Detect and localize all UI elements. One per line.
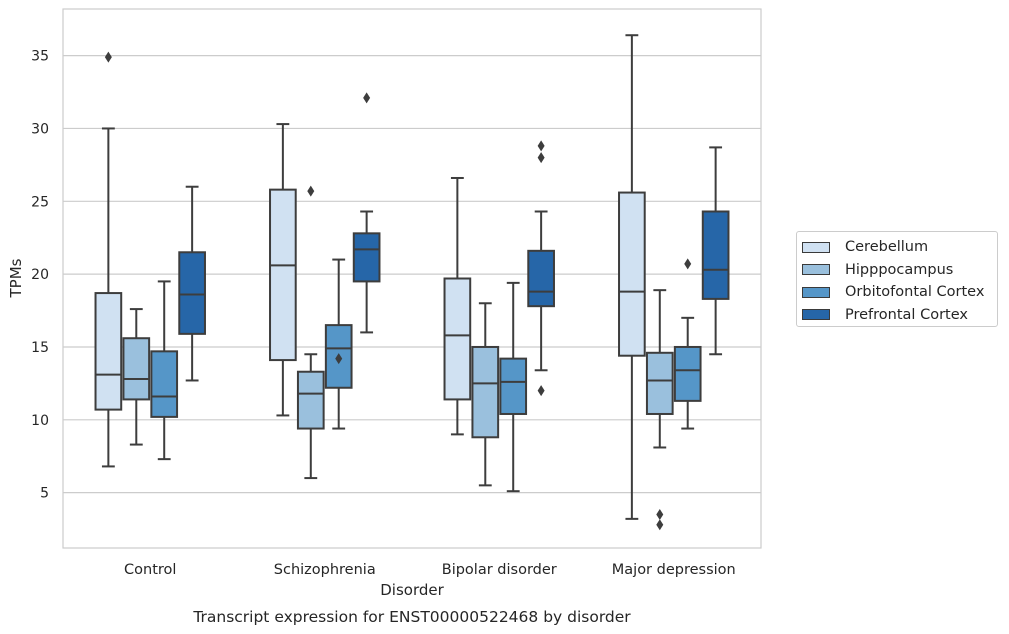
legend-item: Prefrontal Cortex <box>802 304 997 327</box>
y-tick-label: 5 <box>40 486 49 502</box>
legend-swatch <box>802 241 830 253</box>
legend-label: Cerebellum <box>845 239 929 256</box>
legend-item: Orbitofontal Cortex <box>802 281 997 304</box>
box-plot <box>527 140 555 397</box>
box-iqr <box>701 210 730 300</box>
x-axis-label: Disorder <box>380 581 444 599</box>
legend-label: Prefrontal Cortex <box>845 306 968 323</box>
legend: Cerebellum Hipppocampus Orbitofontal Cor… <box>796 231 998 327</box>
legend-swatch <box>802 264 830 276</box>
box-plot <box>618 34 646 520</box>
x-tick-label: Control <box>124 562 176 578</box>
legend-label: Orbitofontal Cortex <box>845 284 985 301</box>
outlier-marker <box>307 185 315 197</box>
outlier-marker <box>537 152 545 164</box>
y-axis-ticks: 5 10 15 20 25 30 35 <box>31 49 49 502</box>
gridlines <box>63 55 761 494</box>
y-tick-label: 35 <box>31 49 49 65</box>
outlier-marker <box>537 385 545 397</box>
outlier-marker <box>335 353 343 365</box>
box-iqr <box>499 357 528 415</box>
box-plot <box>94 51 123 468</box>
box-iqr <box>471 345 500 439</box>
outlier-marker <box>363 92 371 104</box>
box-plot <box>324 258 353 430</box>
y-axis-label: TPMs <box>7 258 25 298</box>
box-iqr <box>269 188 297 362</box>
boxes <box>94 34 730 531</box>
legend-label: Hipppocampus <box>845 261 954 278</box>
box-iqr <box>527 249 555 308</box>
box-iqr <box>122 337 151 401</box>
box-plot <box>701 146 730 356</box>
x-tick-label: Bipolar disorder <box>442 562 557 578</box>
outlier-marker <box>684 258 692 270</box>
box-plot <box>471 302 500 487</box>
y-tick-label: 30 <box>31 121 49 137</box>
box-plot <box>122 308 151 446</box>
y-tick-label: 15 <box>31 340 49 356</box>
x-axis-ticks: Control Schizophrenia Bipolar disorder Majo… <box>124 562 736 578</box>
legend-item: Cerebellum <box>802 236 997 259</box>
box-plot <box>269 123 297 417</box>
plot-area-frame <box>62 8 762 549</box>
x-tick-label: Major depression <box>612 562 736 578</box>
box-iqr <box>94 292 123 411</box>
legend-item: Hipppocampus <box>802 259 997 282</box>
legend-swatch <box>802 286 830 298</box>
box-plot <box>499 281 528 493</box>
box-iqr <box>618 191 646 357</box>
box-iqr <box>443 277 472 401</box>
box-plot <box>443 176 472 436</box>
box-iqr <box>296 370 325 430</box>
box-iqr <box>178 251 206 335</box>
box-plot <box>178 185 206 382</box>
box-plot <box>673 258 702 430</box>
outlier-marker <box>656 508 664 520</box>
box-plot <box>645 289 674 531</box>
box-plot <box>296 185 325 480</box>
box-iqr <box>150 350 179 418</box>
y-tick-label: 20 <box>31 267 49 283</box>
chart-caption: Transcript expression for ENST0000052246… <box>192 608 631 626</box>
box-iqr <box>673 345 702 402</box>
box-plot <box>150 280 179 461</box>
outlier-marker <box>656 519 664 531</box>
x-tick-label: Schizophrenia <box>274 562 376 578</box>
outlier-marker <box>537 140 545 152</box>
box-iqr <box>645 351 674 415</box>
outlier-marker <box>104 51 112 63</box>
y-tick-label: 10 <box>31 413 49 429</box>
y-tick-label: 25 <box>31 194 49 210</box>
legend-swatch <box>802 309 830 321</box>
box-iqr <box>352 232 381 283</box>
box-plot <box>352 92 381 334</box>
